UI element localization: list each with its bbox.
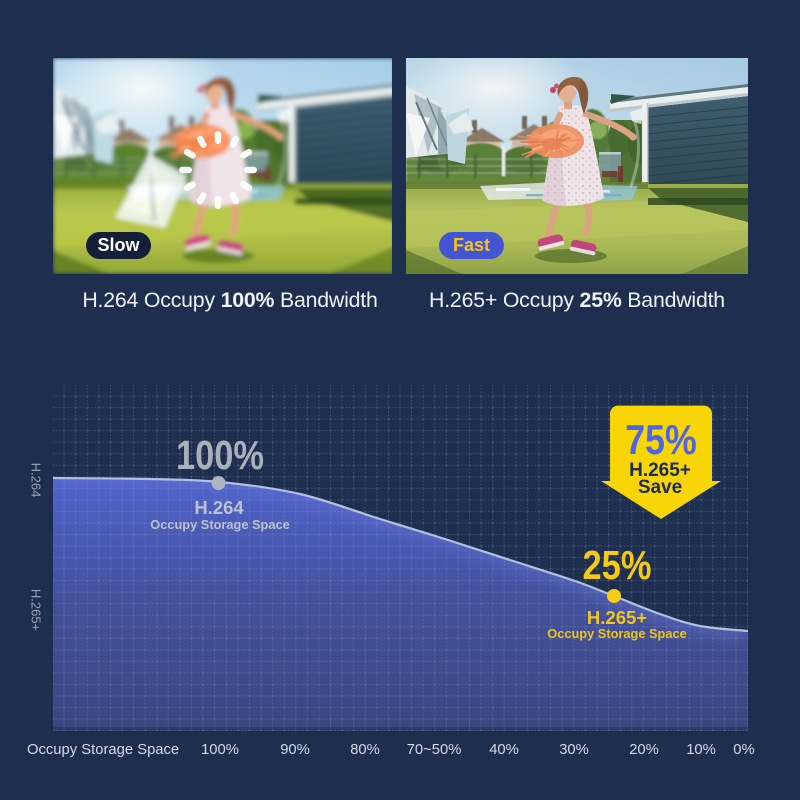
svg-text:H.264: H.264 bbox=[29, 463, 44, 498]
svg-text:100%: 100% bbox=[176, 433, 264, 478]
svg-text:Occupy Storage Space: Occupy Storage Space bbox=[150, 517, 289, 532]
svg-text:90%: 90% bbox=[280, 742, 310, 758]
svg-text:40%: 40% bbox=[489, 742, 519, 758]
svg-text:75%: 75% bbox=[625, 417, 696, 463]
svg-text:30%: 30% bbox=[559, 742, 589, 758]
svg-text:Occupy Storage Space: Occupy Storage Space bbox=[27, 742, 179, 758]
svg-text:Save: Save bbox=[638, 477, 682, 498]
svg-text:20%: 20% bbox=[629, 742, 659, 758]
svg-text:100%: 100% bbox=[201, 742, 239, 758]
svg-text:70~50%: 70~50% bbox=[407, 742, 462, 758]
svg-text:80%: 80% bbox=[350, 742, 380, 758]
svg-text:Occupy Storage Space: Occupy Storage Space bbox=[547, 626, 686, 641]
svg-text:H.265+: H.265+ bbox=[29, 589, 44, 631]
svg-text:25%: 25% bbox=[583, 543, 652, 588]
svg-text:H.265+: H.265+ bbox=[629, 460, 691, 481]
svg-text:H.264: H.264 bbox=[194, 497, 244, 518]
svg-text:0%: 0% bbox=[733, 742, 754, 758]
svg-text:H.265+: H.265+ bbox=[587, 607, 647, 628]
svg-text:10%: 10% bbox=[686, 742, 716, 758]
